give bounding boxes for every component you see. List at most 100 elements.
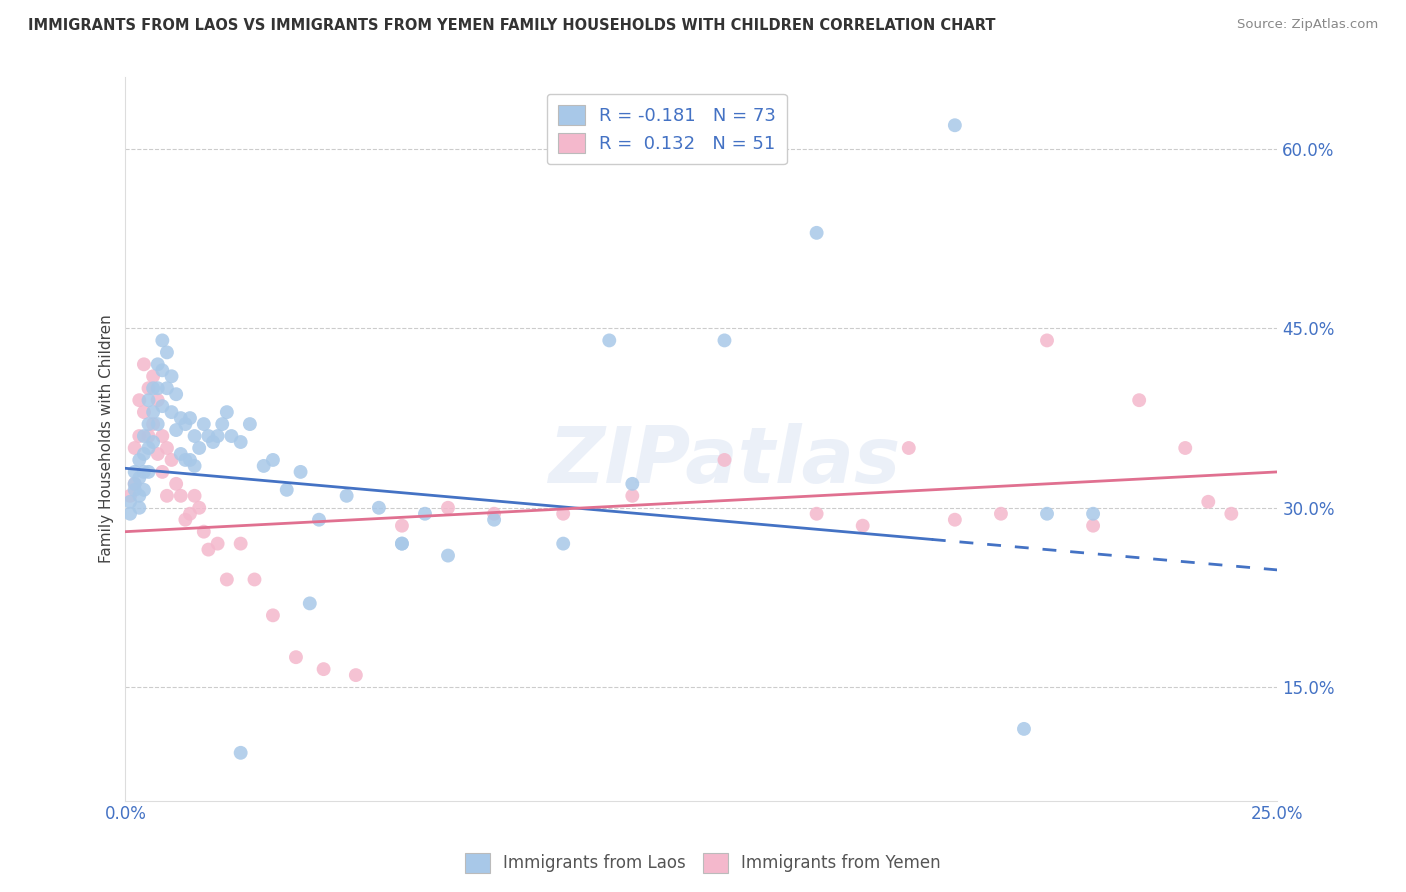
Point	[179, 453, 201, 467]
Point	[174, 417, 197, 431]
Point	[146, 417, 169, 431]
Point	[128, 429, 150, 443]
Point	[1081, 518, 1104, 533]
Point	[1174, 441, 1197, 455]
Point	[188, 500, 211, 515]
Point	[290, 465, 312, 479]
Point	[553, 536, 575, 550]
Point	[229, 435, 252, 450]
Point	[312, 662, 335, 676]
Point	[146, 357, 169, 371]
Point	[482, 513, 505, 527]
Point	[367, 500, 389, 515]
Point	[132, 465, 155, 479]
Point	[142, 435, 165, 450]
Point	[124, 476, 146, 491]
Y-axis label: Family Households with Children: Family Households with Children	[100, 315, 114, 564]
Point	[298, 596, 321, 610]
Point	[1036, 334, 1059, 348]
Point	[170, 489, 193, 503]
Point	[437, 549, 460, 563]
Point	[138, 429, 160, 443]
Point	[128, 489, 150, 503]
Point	[553, 507, 575, 521]
Point	[221, 429, 243, 443]
Point	[174, 513, 197, 527]
Point	[621, 476, 644, 491]
Point	[128, 453, 150, 467]
Point	[170, 411, 193, 425]
Point	[211, 417, 233, 431]
Point	[713, 334, 735, 348]
Point	[150, 429, 173, 443]
Point	[146, 447, 169, 461]
Point	[229, 746, 252, 760]
Point	[132, 357, 155, 371]
Point	[128, 471, 150, 485]
Point	[344, 668, 367, 682]
Point	[142, 417, 165, 431]
Point	[138, 417, 160, 431]
Legend: Immigrants from Laos, Immigrants from Yemen: Immigrants from Laos, Immigrants from Ye…	[458, 847, 948, 880]
Point	[437, 500, 460, 515]
Point	[120, 489, 142, 503]
Point	[215, 405, 238, 419]
Point	[253, 458, 276, 473]
Point	[202, 435, 225, 450]
Point	[124, 476, 146, 491]
Legend: R = -0.181   N = 73, R =  0.132   N = 51: R = -0.181 N = 73, R = 0.132 N = 51	[547, 94, 787, 164]
Point	[713, 453, 735, 467]
Point	[336, 489, 359, 503]
Point	[229, 536, 252, 550]
Point	[150, 399, 173, 413]
Point	[179, 507, 201, 521]
Point	[150, 465, 173, 479]
Point	[806, 507, 828, 521]
Point	[1036, 507, 1059, 521]
Point	[1220, 507, 1243, 521]
Point	[165, 387, 187, 401]
Point	[207, 536, 229, 550]
Point	[1081, 507, 1104, 521]
Point	[138, 393, 160, 408]
Point	[142, 381, 165, 395]
Point	[124, 465, 146, 479]
Point	[207, 429, 229, 443]
Point	[138, 381, 160, 395]
Text: IMMIGRANTS FROM LAOS VS IMMIGRANTS FROM YEMEN FAMILY HOUSEHOLDS WITH CHILDREN CO: IMMIGRANTS FROM LAOS VS IMMIGRANTS FROM …	[28, 18, 995, 33]
Point	[160, 453, 183, 467]
Point	[132, 429, 155, 443]
Point	[120, 507, 142, 521]
Point	[391, 536, 413, 550]
Point	[132, 447, 155, 461]
Point	[852, 518, 875, 533]
Point	[132, 483, 155, 497]
Point	[120, 495, 142, 509]
Point	[1128, 393, 1150, 408]
Point	[215, 573, 238, 587]
Point	[243, 573, 266, 587]
Point	[482, 507, 505, 521]
Point	[193, 417, 215, 431]
Point	[150, 334, 173, 348]
Point	[598, 334, 620, 348]
Point	[146, 393, 169, 408]
Point	[128, 500, 150, 515]
Point	[146, 381, 169, 395]
Point	[197, 542, 219, 557]
Point	[183, 458, 205, 473]
Point	[138, 441, 160, 455]
Point	[150, 363, 173, 377]
Point	[193, 524, 215, 539]
Point	[160, 369, 183, 384]
Point	[239, 417, 262, 431]
Point	[142, 405, 165, 419]
Point	[284, 650, 307, 665]
Point	[943, 513, 966, 527]
Point	[179, 411, 201, 425]
Point	[1012, 722, 1035, 736]
Point	[413, 507, 436, 521]
Point	[124, 441, 146, 455]
Text: ZIPatlas: ZIPatlas	[548, 423, 901, 499]
Point	[276, 483, 298, 497]
